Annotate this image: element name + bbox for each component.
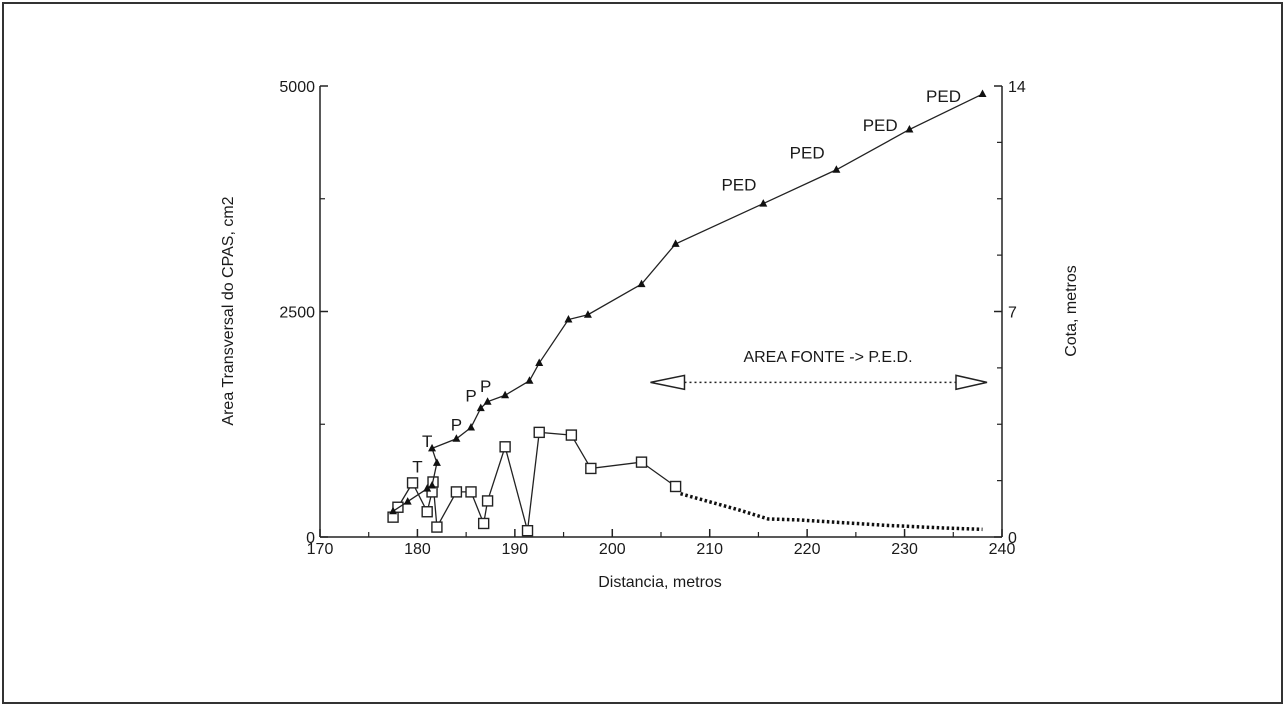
elevation-triangle-marker	[467, 422, 476, 431]
y2-tick-label: 0	[1008, 530, 1017, 547]
source-area-annotation: AREA FONTE -> P.E.D.	[650, 349, 988, 391]
area-square-marker	[521, 524, 534, 537]
x-tick-label: 240	[989, 541, 1016, 558]
area-square-marker	[421, 506, 433, 518]
area-square-marker	[533, 426, 545, 439]
area-square-marker	[477, 517, 490, 530]
elevation-triangle-marker	[483, 397, 492, 405]
x-tick-label: 210	[696, 541, 723, 558]
elevation-triangle-marker	[476, 403, 485, 412]
area-square-marker	[669, 480, 682, 493]
y2-tick-label: 14	[1008, 79, 1026, 96]
elevation-series-line	[392, 93, 983, 512]
point-label: T	[412, 458, 422, 477]
x-tick-label: 220	[794, 541, 821, 558]
y2-tick-label: 7	[1008, 305, 1017, 322]
series-layer	[387, 89, 987, 537]
area-square-marker	[450, 486, 463, 498]
area-square-marker	[406, 477, 419, 489]
elevation-triangle-marker	[564, 315, 573, 323]
x-tick-label: 230	[891, 541, 918, 558]
area-square-marker	[635, 456, 648, 468]
elevation-triangle-marker	[832, 165, 841, 173]
area-square-marker	[585, 462, 597, 475]
elevation-triangle-marker	[432, 458, 441, 466]
x-axis-label: Distancia, metros	[598, 574, 722, 591]
elevation-triangle-marker	[501, 390, 510, 399]
area-square-marker	[499, 441, 511, 453]
annotation-text: AREA FONTE -> P.E.D.	[743, 349, 912, 366]
x-tick-label: 170	[307, 541, 334, 558]
elevation-triangle-marker	[428, 480, 437, 489]
elevation-triangle-marker	[535, 358, 544, 367]
elevation-triangle-marker	[428, 443, 437, 452]
area-series-dotted-line	[680, 492, 983, 532]
elevation-triangle-marker	[403, 497, 412, 505]
elevation-triangle-marker	[978, 89, 987, 98]
point-label: PED	[926, 87, 961, 106]
area-square-marker	[431, 521, 443, 533]
point-label: PED	[721, 176, 756, 195]
y-tick-label: 5000	[279, 79, 315, 96]
annotation-arrowhead-right	[955, 374, 988, 391]
left-y-axis-label: Area Transversal do CPAS, cm2	[220, 196, 237, 425]
elevation-triangle-marker	[637, 279, 646, 288]
annotation-arrowhead-left	[650, 374, 686, 391]
right-y-axis-label: Cota, metros	[1063, 265, 1080, 357]
elevation-triangle-marker	[759, 199, 768, 207]
elevation-triangle-marker	[389, 506, 398, 515]
point-label: P	[451, 416, 462, 435]
elevation-triangle-marker	[452, 434, 461, 442]
y-tick-label: 2500	[279, 305, 315, 322]
elevation-triangle-marker	[583, 310, 592, 318]
elevation-triangle-marker	[423, 484, 432, 492]
point-label: P	[480, 377, 491, 396]
y-tick-label: 0	[306, 530, 315, 547]
x-tick-label: 190	[502, 541, 529, 558]
elevation-triangle-marker	[671, 239, 680, 247]
point-label: PED	[863, 116, 898, 135]
point-label: PED	[790, 143, 825, 162]
elevation-triangle-marker	[905, 124, 914, 133]
point-label: T	[422, 432, 432, 451]
area-square-marker	[465, 486, 477, 498]
x-tick-label: 200	[599, 541, 626, 558]
area-square-marker	[481, 495, 494, 507]
x-tick-label: 180	[404, 541, 431, 558]
area-square-marker	[565, 429, 578, 441]
elevation-triangle-marker	[525, 376, 534, 384]
point-label: P	[465, 387, 476, 406]
